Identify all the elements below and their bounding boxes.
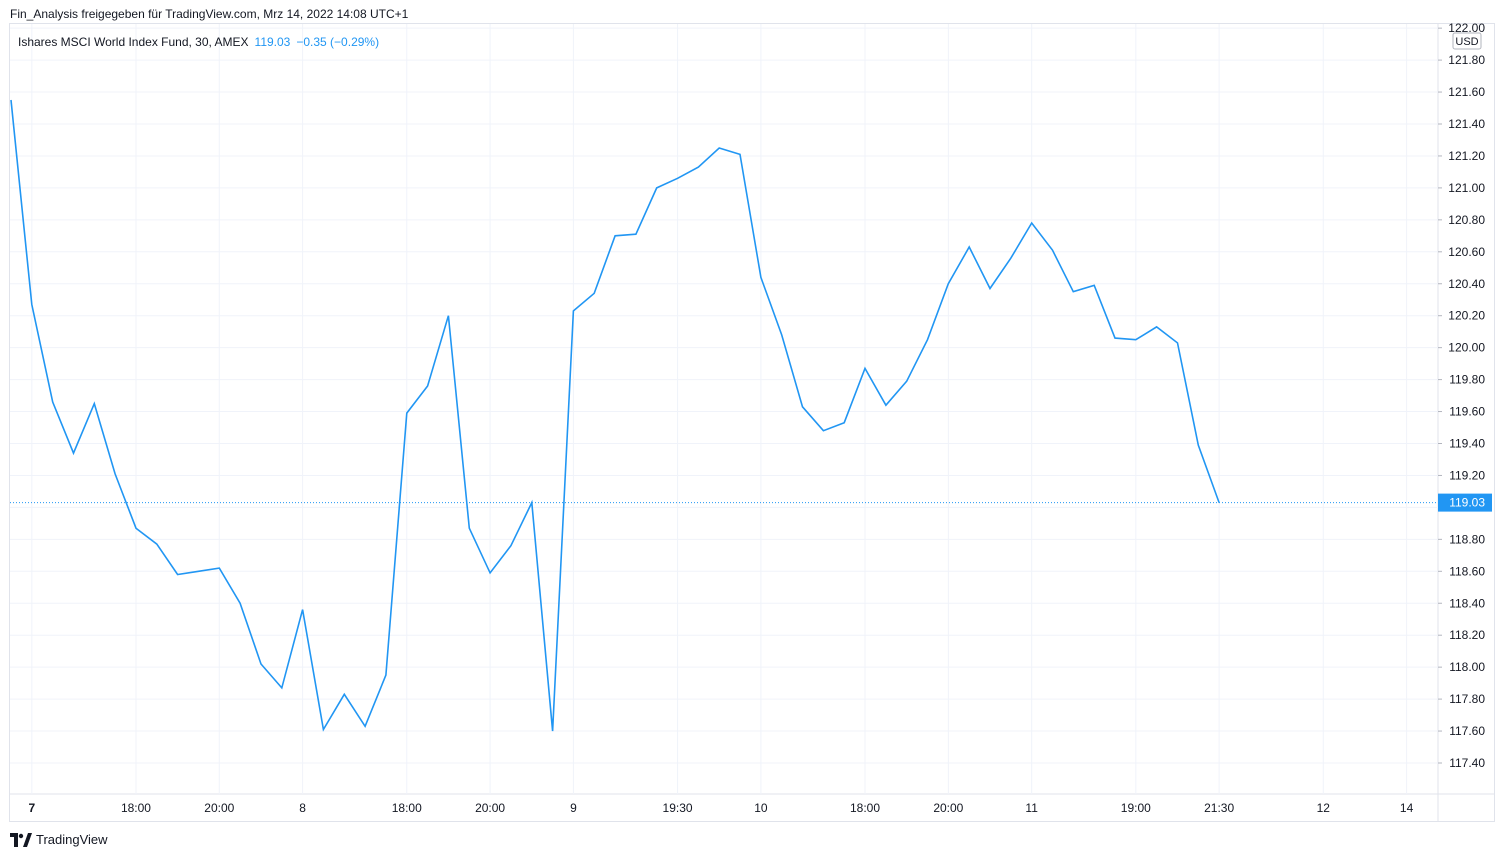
last-price-tag: 119.03 [1438, 493, 1492, 512]
y-tick-label: 120.80 [1448, 213, 1485, 227]
y-tick-label: 118.00 [1449, 660, 1485, 674]
symbol-title: Ishares MSCI World Index Fund, 30, AMEX [18, 35, 249, 49]
shared-by-caption: Fin_Analysis freigegeben für TradingView… [10, 7, 409, 21]
x-tick-label: 19:00 [1121, 801, 1151, 815]
x-tick-label: 7 [28, 801, 35, 815]
y-tick-label: 121.60 [1448, 85, 1485, 99]
y-tick-label: 118.20 [1449, 628, 1485, 642]
y-tick-label: 117.80 [1449, 692, 1485, 706]
x-tick-label: 8 [299, 801, 306, 815]
x-axis: 7 18:00 20:00 8 18:00 20:00 9 19:30 10 18:00 20:00… [28, 801, 1413, 815]
y-tick-label: 120.60 [1448, 245, 1485, 259]
y-tick-label: 120.40 [1448, 277, 1485, 291]
y-tick-label: 118.80 [1449, 532, 1485, 546]
x-tick-label: 14 [1400, 801, 1414, 815]
x-tick-label: 12 [1317, 801, 1331, 815]
x-tick-label: 20:00 [933, 801, 963, 815]
x-tick-label: 9 [570, 801, 577, 815]
price-series-line [10, 99, 1220, 732]
chart-frame [9, 23, 1495, 822]
y-tick-label: 119.60 [1449, 405, 1485, 419]
tradingview-logo-icon [10, 832, 32, 847]
y-tick-label: 122.00 [1448, 21, 1485, 35]
last-price-tag-bg [1438, 493, 1492, 512]
currency-text: USD [1455, 36, 1478, 48]
x-tick-label: 20:00 [204, 801, 234, 815]
x-tick-label: 21:30 [1204, 801, 1234, 815]
x-tick-label: 18:00 [850, 801, 880, 815]
change-value: −0.35 (−0.29%) [296, 35, 380, 49]
y-axis: 117.40 117.60 117.80 118.00 118.20 118.40 118.… [1438, 21, 1485, 770]
currency-box [1452, 32, 1482, 50]
tradingview-brand[interactable]: TradingView [10, 832, 108, 847]
y-tick-label: 118.60 [1449, 564, 1485, 578]
y-tick-label: 119.20 [1449, 468, 1485, 482]
y-tick-label: 119.40 [1449, 437, 1485, 451]
symbol-legend[interactable]: Ishares MSCI World Index Fund, 30, AMEX 1… [18, 35, 379, 49]
x-tick-label: 11 [1025, 801, 1038, 815]
y-tick-label: 117.60 [1449, 724, 1485, 738]
y-tick-label: 121.00 [1448, 181, 1485, 195]
currency-label[interactable]: USD [1452, 32, 1482, 50]
x-tick-label: 20:00 [475, 801, 505, 815]
y-tick-label: 119.80 [1449, 373, 1485, 387]
brand-label: TradingView [36, 832, 108, 847]
x-tick-label: 19:30 [663, 801, 693, 815]
y-tick-label: 117.40 [1449, 756, 1485, 770]
y-tick-label: 120.20 [1448, 309, 1485, 323]
x-tick-label: 18:00 [392, 801, 422, 815]
y-tick-label: 121.80 [1448, 53, 1485, 67]
y-tick-label: 121.40 [1448, 117, 1485, 131]
x-tick-label: 10 [754, 801, 768, 815]
y-tick-label: 118.40 [1449, 596, 1485, 610]
y-tick-label: 121.20 [1448, 149, 1485, 163]
grid [10, 24, 1494, 822]
y-tick-label: 120.00 [1448, 341, 1485, 355]
last-price-tag-label: 119.03 [1449, 496, 1485, 510]
x-tick-label: 18:00 [121, 801, 151, 815]
last-value: 119.03 [254, 35, 291, 49]
